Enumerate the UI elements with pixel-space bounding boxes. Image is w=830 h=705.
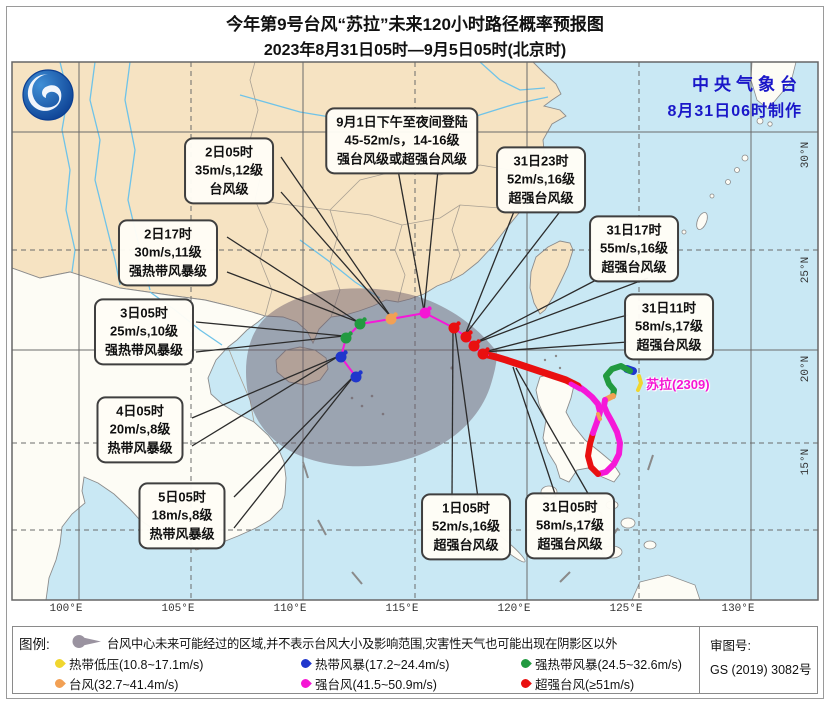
severe-tropical-storm-icon: [519, 657, 532, 670]
legend-item-td: 热带低压(10.8~17.1m/s): [53, 654, 203, 673]
landfall-label: 9月1日下午至夜间登陆 45-52m/s，14-16级 强台风级或超强台风级: [325, 107, 479, 175]
forecast-label-2d17: 2日17时 30m/s,11级 强热带风暴级: [117, 219, 219, 287]
longitude-labels: 100°E 105°E 110°E 115°E 120°E 125°E 130°…: [49, 603, 754, 615]
latitude-labels: 30°N 25°N 20°N 15°N: [800, 142, 812, 475]
svg-text:20°N: 20°N: [800, 356, 812, 382]
map-border: [11, 61, 819, 601]
typhoon-track-layer: [335, 306, 643, 477]
taiwan-island: [529, 240, 574, 315]
review-label: 审图号:: [710, 639, 751, 653]
svg-text:25°N: 25°N: [800, 257, 812, 283]
svg-text:120°E: 120°E: [497, 603, 530, 615]
page-title: 今年第9号台风“苏拉”未来120小时路径概率预报图: [226, 15, 604, 34]
forecast-label-3d05: 3日05时 25m/s,10级 强热带风暴级: [93, 298, 195, 366]
super-typhoon-icon: [519, 677, 532, 690]
legend-item-sty: 强台风(41.5~50.9m/s): [299, 674, 437, 693]
svg-text:100°E: 100°E: [49, 603, 82, 615]
forecast-label-31d17: 31日17时 55m/s,16级 超强台风级: [589, 215, 679, 283]
forecast-label-4d05: 4日05时 20m/s,8级 热带风暴级: [96, 396, 184, 464]
severe-typhoon-icon: [299, 677, 312, 690]
forecast-label-31d11: 31日11时 58m/s,17级 超强台风级: [624, 293, 714, 361]
page-subtitle: 2023年8月31日05时—9月5日05时(北京时): [263, 42, 567, 59]
luzon-island: [535, 373, 621, 483]
cone-icon: [72, 635, 101, 648]
review-number: GS (2019) 3082号: [710, 662, 812, 677]
legend: 图例: 台风中心未来可能经过的区域,并不表示台风大小及影响范围,灾害性天气也可能…: [12, 626, 700, 694]
forecast-label-1d05: 1日05时 52m/s,16级 超强台风级: [421, 493, 511, 561]
legend-cone-note: 台风中心未来可能经过的区域,并不表示台风大小及影响范围,灾害性天气也可能出现在阴…: [107, 637, 618, 651]
legend-item-super-ty: 超强台风(≥51m/s): [519, 674, 634, 693]
issue-time: 8月31日06时制作: [667, 103, 802, 120]
legend-title: 图例:: [19, 637, 50, 652]
svg-text:110°E: 110°E: [273, 603, 306, 615]
tropical-depression-icon: [53, 657, 66, 670]
map-review-number: 审图号: GS (2019) 3082号: [699, 626, 818, 694]
forecast-label-2d05: 2日05时 35m/s,12级 台风级: [184, 137, 274, 205]
outer-frame: [6, 6, 824, 699]
svg-text:115°E: 115°E: [385, 603, 418, 615]
svg-text:125°E: 125°E: [609, 603, 642, 615]
legend-item-sts: 强热带风暴(24.5~32.6m/s): [519, 654, 682, 673]
svg-text:30°N: 30°N: [800, 142, 812, 168]
storm-name-label: 苏拉(2309): [646, 377, 710, 392]
cma-logo: [22, 69, 74, 121]
tropical-storm-icon: [299, 657, 312, 670]
legend-item-ts: 热带风暴(17.2~24.4m/s): [299, 654, 449, 673]
forecast-label-5d05: 5日05时 18m/s,8级 热带风暴级: [138, 482, 226, 550]
svg-text:15°N: 15°N: [800, 449, 812, 475]
agency-name: 中央气象台: [692, 75, 802, 94]
legend-item-ty: 台风(32.7~41.4m/s): [53, 674, 178, 693]
agency-watermark: 中央气象台 8月31日06时制作: [668, 70, 803, 121]
forecast-label-31d05: 31日05时 58m/s,17级 超强台风级: [525, 492, 615, 560]
svg-text:105°E: 105°E: [161, 603, 194, 615]
svg-text:130°E: 130°E: [721, 603, 754, 615]
typhoon-icon: [53, 677, 66, 690]
leader-lines: [191, 156, 649, 529]
forecast-label-31d23: 31日23时 52m/s,16级 超强台风级: [496, 146, 586, 214]
